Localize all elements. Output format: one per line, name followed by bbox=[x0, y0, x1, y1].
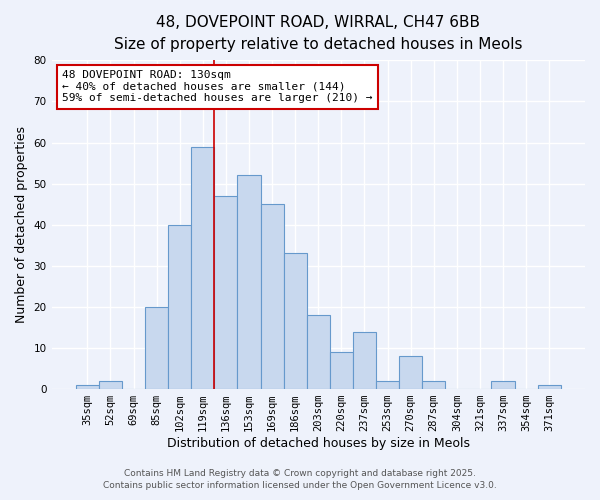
X-axis label: Distribution of detached houses by size in Meols: Distribution of detached houses by size … bbox=[167, 437, 470, 450]
Bar bbox=[307, 315, 330, 389]
Text: 48 DOVEPOINT ROAD: 130sqm
← 40% of detached houses are smaller (144)
59% of semi: 48 DOVEPOINT ROAD: 130sqm ← 40% of detac… bbox=[62, 70, 373, 103]
Bar bbox=[399, 356, 422, 389]
Bar bbox=[191, 146, 214, 389]
Title: 48, DOVEPOINT ROAD, WIRRAL, CH47 6BB
Size of property relative to detached house: 48, DOVEPOINT ROAD, WIRRAL, CH47 6BB Siz… bbox=[114, 15, 523, 52]
Bar bbox=[76, 385, 99, 389]
Text: Contains HM Land Registry data © Crown copyright and database right 2025.
Contai: Contains HM Land Registry data © Crown c… bbox=[103, 468, 497, 490]
Bar bbox=[168, 224, 191, 389]
Bar bbox=[376, 381, 399, 389]
Bar bbox=[260, 204, 284, 389]
Bar bbox=[422, 381, 445, 389]
Bar bbox=[538, 385, 561, 389]
Bar bbox=[145, 307, 168, 389]
Bar bbox=[238, 176, 260, 389]
Y-axis label: Number of detached properties: Number of detached properties bbox=[15, 126, 28, 323]
Bar bbox=[491, 381, 515, 389]
Bar bbox=[284, 254, 307, 389]
Bar bbox=[330, 352, 353, 389]
Bar bbox=[99, 381, 122, 389]
Bar bbox=[214, 196, 238, 389]
Bar bbox=[353, 332, 376, 389]
